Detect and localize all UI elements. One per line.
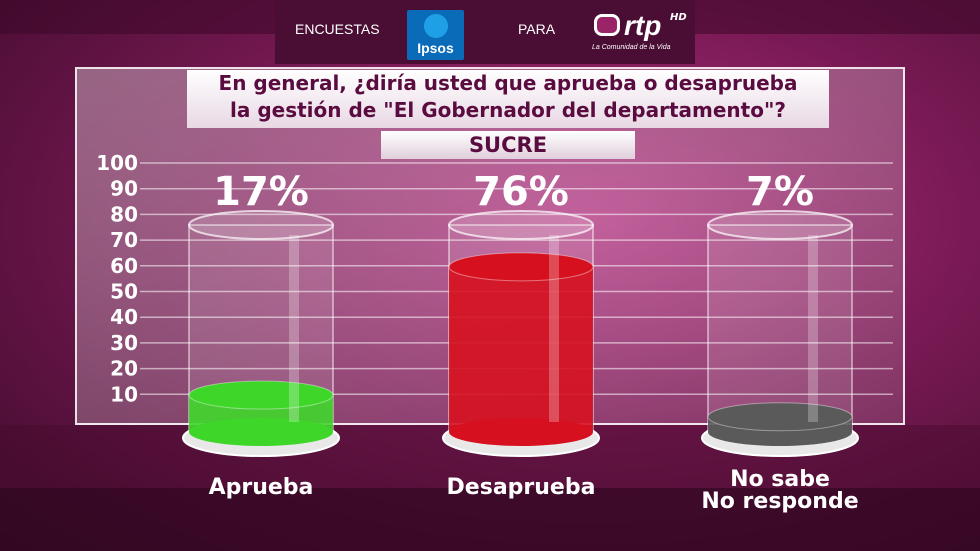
header-para: PARA [518,21,556,37]
y-tick-label: 40 [110,305,138,329]
footer-band [0,488,980,551]
rtp-hd-badge: HD [670,12,687,23]
header-bar [275,0,695,64]
region-label: SUCRE [381,131,635,159]
y-tick-label: 20 [110,357,138,381]
bar-3 [701,210,859,457]
question-line-2: la gestión de "El Gobernador del departa… [230,98,786,122]
category-label: Desaprueba [447,475,596,500]
category-label: No responde [701,489,858,514]
bar-fill-top [188,380,334,410]
rtp-tagline: La Comunidad de la Vida [592,44,671,51]
ipsos-logo: Ipsos [407,10,464,60]
value-label: 7% [746,169,814,215]
rtp-logo-text: rtp [624,10,662,41]
header-encuestas: ENCUESTAS [295,21,380,37]
y-tick-label: 60 [110,254,138,278]
cylinder-highlight [289,235,299,422]
bar-fill [449,266,593,432]
y-tick-label: 70 [110,228,138,252]
value-labels: 17% 76% 7% [213,169,814,215]
bar-fill-bottom [189,418,333,446]
cylinder-highlight [808,235,818,422]
value-label: 76% [473,169,569,215]
rtp-logo: rtp HD La Comunidad de la Vida [592,10,692,58]
cylinder-glass [707,224,853,433]
bar-2 [442,210,600,457]
y-tick-label: 10 [110,382,138,406]
cylinder-rim [448,210,594,240]
y-tick-label: 30 [110,331,138,355]
category-label: No sabe [730,467,830,492]
bars [182,210,859,457]
value-label: 17% [213,169,309,215]
cylinder-highlight [549,235,559,422]
ipsos-logo-text: Ipsos [417,40,454,56]
y-tick-label: 50 [110,280,138,304]
rtp-grid-icon [594,14,620,36]
category-label: Aprueba [209,475,314,500]
cylinder-rim [707,210,853,240]
ipsos-face-icon [424,14,448,38]
y-tick-label: 90 [110,177,138,201]
cylinder-rim [188,210,334,240]
question-line-1: En general, ¿diría usted que aprueba o d… [218,71,798,95]
bar-1 [182,210,340,457]
question-box: En general, ¿diría usted que aprueba o d… [187,70,829,128]
bar-fill-top [707,402,853,432]
bar-fill-top [448,252,594,282]
y-tick-label: 100 [96,151,138,175]
bar-fill-bottom [449,418,593,446]
y-tick-label: 80 [110,202,138,226]
